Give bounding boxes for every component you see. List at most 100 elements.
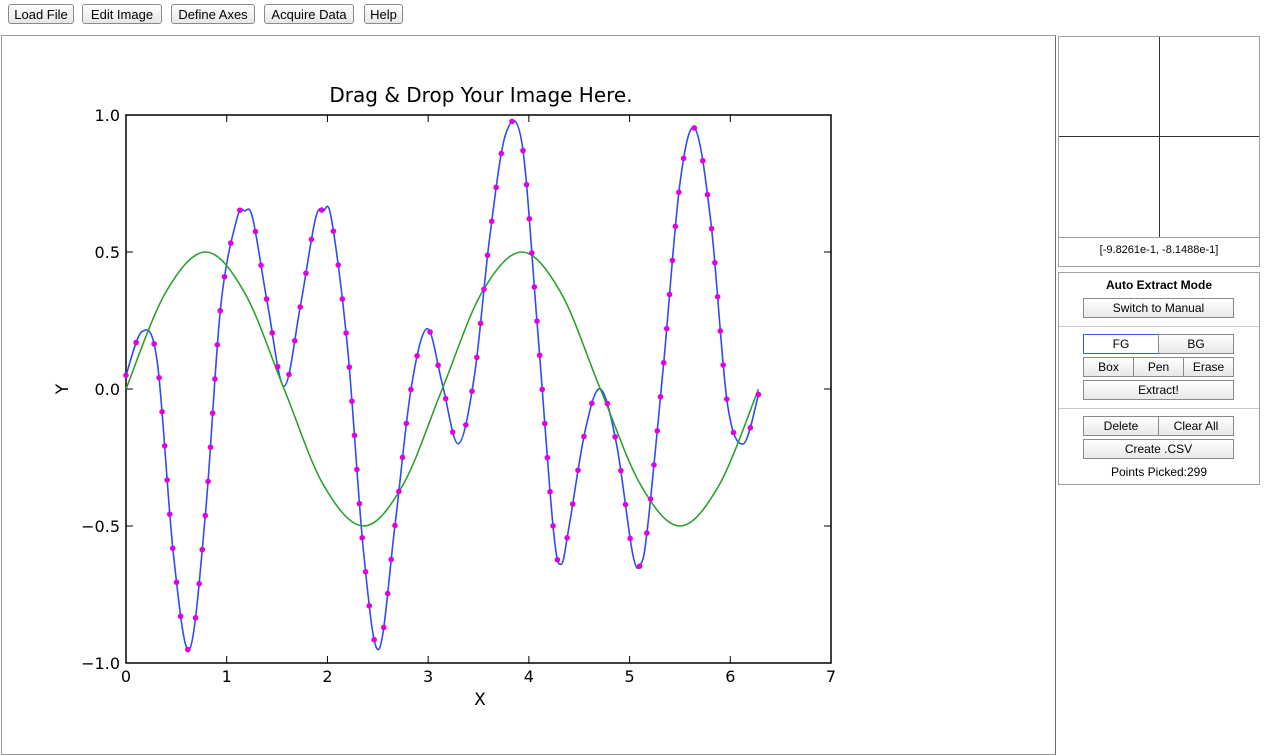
picked-point[interactable] [346,364,353,370]
picked-point[interactable] [654,428,661,434]
erase-tool-button[interactable]: Erase [1183,357,1234,377]
picked-point[interactable] [700,157,706,164]
picked-point[interactable] [488,218,495,225]
picked-point[interactable] [644,530,650,536]
picked-point[interactable] [297,304,304,310]
bg-button[interactable]: BG [1158,334,1234,354]
picked-point[interactable] [474,354,480,361]
box-tool-button[interactable]: Box [1083,357,1134,377]
picked-point[interactable] [286,371,292,378]
picked-point[interactable] [151,341,157,347]
picked-point[interactable] [691,125,698,131]
picked-point[interactable] [427,329,433,335]
help-button[interactable]: Help [364,4,403,24]
picked-point[interactable] [747,424,754,431]
picked-point[interactable] [371,636,377,643]
picked-point[interactable] [663,325,670,332]
picked-point[interactable] [356,500,363,507]
plot-chart[interactable]: Drag & Drop Your Image Here. 0 1 2 3 4 5 6 7 1.0… [2,36,1055,742]
picked-point[interactable] [217,307,224,314]
clear-all-button[interactable]: Clear All [1158,416,1234,436]
picked-point[interactable] [349,398,355,405]
picked-point[interactable] [159,408,165,415]
picked-point[interactable] [618,467,624,474]
picked-point[interactable] [442,395,449,402]
picked-point[interactable] [330,228,337,234]
picked-point[interactable] [351,432,358,439]
picked-point[interactable] [403,420,410,427]
picked-point[interactable] [164,477,170,483]
picked-point[interactable] [463,422,469,428]
picked-point[interactable] [554,557,561,563]
picked-point[interactable] [723,396,730,402]
picked-point[interactable] [156,374,162,381]
picked-point[interactable] [575,467,581,474]
picked-point[interactable] [380,624,387,631]
picked-point[interactable] [755,391,762,398]
picked-point[interactable] [343,330,349,336]
picked-point[interactable] [263,296,270,302]
picked-point[interactable] [526,215,533,222]
pen-tool-button[interactable]: Pen [1133,357,1184,377]
picked-point[interactable] [564,535,570,541]
picked-point[interactable] [291,337,298,344]
picked-point[interactable] [449,429,456,435]
load-file-button[interactable]: Load File [8,4,74,24]
switch-to-manual-button[interactable]: Switch to Manual [1083,298,1234,318]
picked-point[interactable] [366,603,373,609]
picked-point[interactable] [205,478,211,485]
picked-point[interactable] [720,362,726,368]
picked-point[interactable] [589,400,595,407]
picked-point[interactable] [212,376,218,382]
picked-point[interactable] [269,330,276,336]
picked-point[interactable] [308,236,315,243]
picked-point[interactable] [604,400,611,407]
picked-point[interactable] [647,496,654,502]
picked-point[interactable] [669,257,676,264]
picked-point[interactable] [484,252,491,259]
picked-point[interactable] [196,580,202,587]
picked-point[interactable] [173,579,180,586]
picked-point[interactable] [534,318,540,324]
picked-point[interactable] [520,147,526,154]
picked-point[interactable] [714,293,721,300]
picked-point[interactable] [550,523,556,529]
extract-button[interactable]: Extract! [1083,380,1234,400]
picked-point[interactable] [202,512,209,519]
picked-point[interactable] [469,388,475,395]
picked-point[interactable] [166,511,173,517]
picked-point[interactable] [612,434,618,440]
picked-point[interactable] [536,352,543,359]
picked-point[interactable] [666,291,673,298]
picked-point[interactable] [730,429,737,436]
picked-point[interactable] [274,363,281,370]
picked-point[interactable] [318,207,325,213]
picked-point[interactable] [169,545,176,552]
define-axes-button[interactable]: Define Axes [171,4,255,24]
picked-point[interactable] [207,444,214,451]
picked-point[interactable] [627,535,633,542]
picked-point[interactable] [161,443,168,449]
image-canvas[interactable]: Drag & Drop Your Image Here. 0 1 2 3 4 5 6 7 1.0… [1,35,1056,755]
picked-point[interactable] [177,613,184,620]
picked-point[interactable] [362,569,369,575]
edit-image-button[interactable]: Edit Image [82,4,162,24]
picked-point[interactable] [258,262,264,269]
picked-point[interactable] [384,590,391,597]
picked-point[interactable] [221,273,228,280]
picked-point[interactable] [531,284,538,290]
picked-point[interactable] [252,228,259,235]
picked-point[interactable] [717,328,724,334]
picked-point[interactable] [408,386,414,393]
picked-point[interactable] [388,556,395,563]
picked-point[interactable] [359,534,365,541]
picked-point[interactable] [539,386,546,393]
picked-point[interactable] [477,320,484,327]
delete-button[interactable]: Delete [1083,416,1159,436]
picked-point[interactable] [303,270,309,277]
picked-point[interactable] [660,359,667,366]
picked-point[interactable] [544,454,551,461]
picked-point[interactable] [523,181,530,188]
picked-point[interactable] [414,353,420,359]
picked-point[interactable] [541,420,548,427]
